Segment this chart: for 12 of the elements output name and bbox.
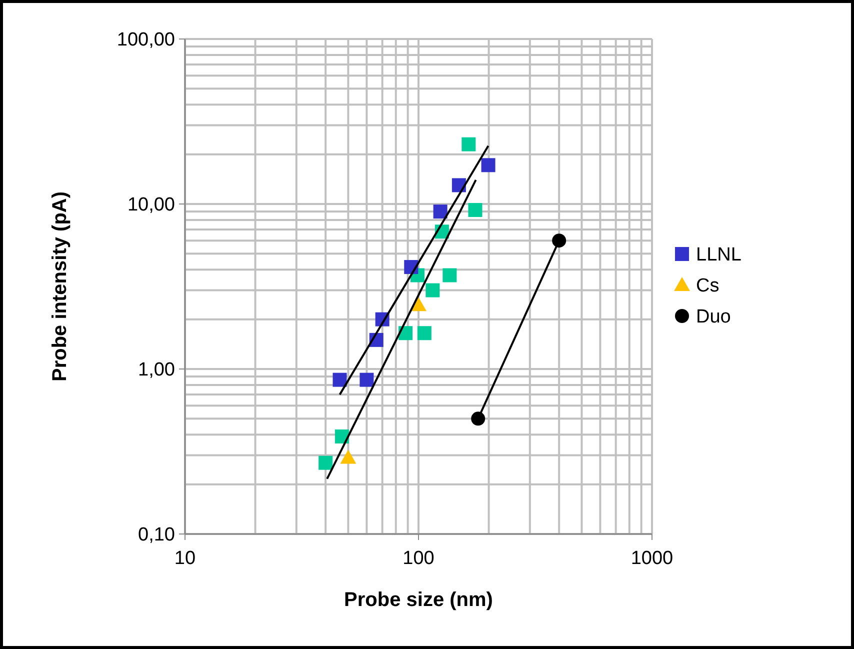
x-tick-label: 100 bbox=[402, 548, 434, 569]
x-axis-title: Probe size (nm) bbox=[344, 589, 493, 611]
y-tick-label: 1,00 bbox=[138, 360, 175, 381]
y-tick-label: 100,00 bbox=[116, 30, 175, 51]
legend-label: Cs bbox=[696, 276, 720, 297]
y-axis-title: Probe intensity (pA) bbox=[49, 191, 71, 382]
legend-label: Duo bbox=[696, 306, 731, 328]
y-tick-label: 10,00 bbox=[127, 194, 175, 216]
x-tick-label: 10 bbox=[174, 548, 196, 569]
y-tick-label: 0,10 bbox=[138, 524, 175, 546]
x-tick-label: 1000 bbox=[630, 548, 674, 569]
legend-label: LLNL bbox=[696, 244, 742, 266]
